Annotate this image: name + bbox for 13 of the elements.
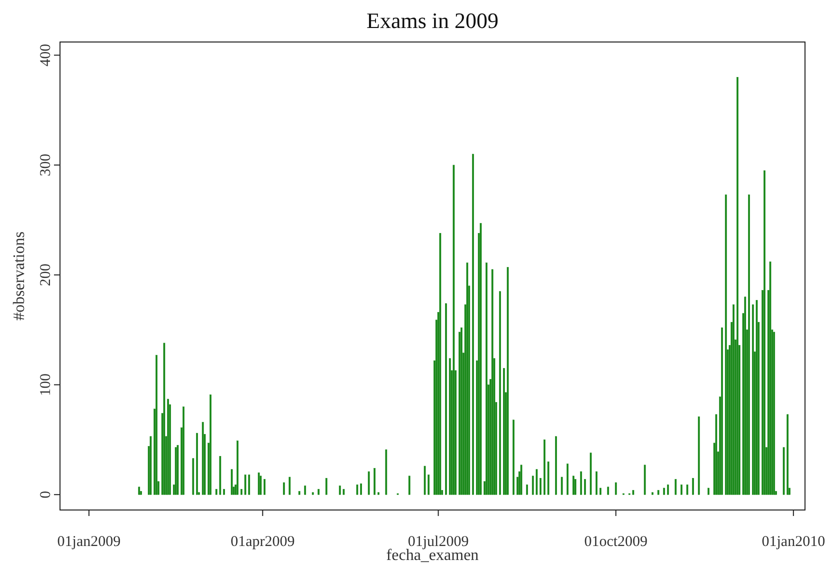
x-axis-title: fecha_examen: [386, 547, 479, 564]
x-tick-label: 01jan2009: [57, 534, 121, 550]
chart-title: Exams in 2009: [366, 8, 498, 33]
x-tick-label: 01oct2009: [584, 534, 648, 550]
x-tick-label: 01jan2010: [762, 534, 826, 550]
y-tick-label: 200: [38, 264, 54, 286]
y-axis-title: #observations: [11, 232, 28, 320]
y-tick-label: 100: [38, 374, 54, 396]
y-tick-label: 300: [38, 154, 54, 176]
x-tick-label: 01apr2009: [230, 534, 295, 550]
x-tick-label: 01jul2009: [408, 534, 469, 550]
y-tick-label: 0: [38, 490, 54, 498]
y-tick-label: 400: [38, 44, 54, 66]
